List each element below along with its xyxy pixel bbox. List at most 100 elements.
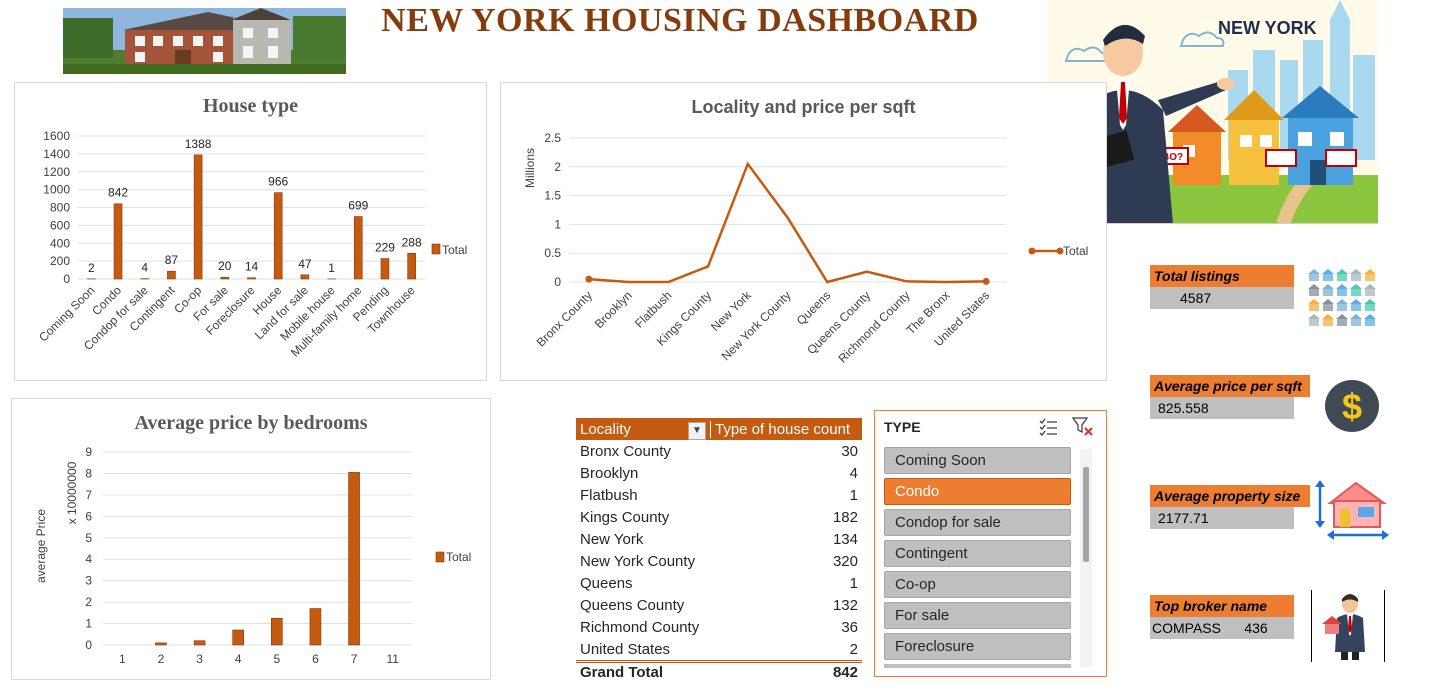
locality-pivot-table: Locality ▼ Type of house count Bronx Coun… <box>576 418 862 682</box>
bar <box>167 270 176 280</box>
x-tick-label: 2 <box>158 652 165 666</box>
pivot-locality-cell: Flatbush <box>580 486 638 504</box>
bar <box>271 617 283 646</box>
pivot-count-cell: 132 <box>832 596 858 614</box>
legend-marker <box>1028 247 1036 255</box>
bar <box>300 274 310 280</box>
slicer-item[interactable]: For sale <box>884 602 1071 629</box>
listings-grid-icon <box>1307 268 1379 330</box>
legend-marker <box>1056 247 1064 255</box>
kpi-avg-price-sqft-value: 825.558 <box>1150 397 1294 419</box>
locality-chart-panel: Locality and price per sqft 0 0.5 1 1.5 2 2.5… <box>500 82 1107 381</box>
x-tick-label: Brooklyn <box>592 288 635 331</box>
y-tick-label: 1000 <box>43 183 70 197</box>
slicer-item[interactable]: Co-op <box>884 571 1071 598</box>
kpi-avg-property-size-label: Average property size <box>1150 485 1310 507</box>
header-house-photo <box>63 8 346 74</box>
y-tick-label: 3 <box>85 574 92 588</box>
kpi-total-listings-value: 4587 <box>1150 287 1294 309</box>
x-tick-label: 7 <box>351 652 358 666</box>
y-tick-label: 200 <box>50 254 70 268</box>
y-tick-label: 1200 <box>43 165 70 179</box>
dollar-coin-icon: $ <box>1324 379 1380 433</box>
multi-select-icon[interactable] <box>1038 418 1058 436</box>
slicer-next-item-peek <box>884 664 1071 668</box>
clear-filter-icon[interactable] <box>1071 417 1094 437</box>
y-tick-label: 600 <box>50 218 70 232</box>
pivot-locality-cell: New York <box>580 530 644 548</box>
y-tick-label: 0 <box>63 272 70 286</box>
pivot-count-cell: 182 <box>832 508 858 526</box>
pivot-locality-cell: Kings County <box>580 508 670 526</box>
locality-chart: 0 0.5 1 1.5 2 2.5 Millions Bronx CountyBrooklyn… <box>523 131 1088 366</box>
slicer-item[interactable]: Condo <box>884 478 1071 505</box>
slicer-item[interactable]: Foreclosure <box>884 633 1071 660</box>
locality-chart-title: Locality and price per sqft <box>691 97 916 117</box>
data-label: 229 <box>375 241 395 255</box>
pivot-row: Queens County 132 <box>576 594 862 616</box>
series-line <box>588 161 987 284</box>
bar <box>407 252 416 280</box>
pivot-count-cell: 4 <box>849 464 858 482</box>
kpi-avg-property-size-value: 2177.71 <box>1150 507 1294 529</box>
bar <box>193 640 206 646</box>
bar <box>193 154 203 280</box>
data-label: 1 <box>328 261 335 275</box>
bar <box>353 216 363 280</box>
x-tick-label: 3 <box>196 652 203 666</box>
line-marker <box>585 275 593 283</box>
pivot-filter-dropdown[interactable]: ▼ <box>688 421 706 440</box>
promo-badge-text: NEW YORK <box>1218 18 1317 38</box>
data-label: 20 <box>218 259 232 273</box>
y-tick-label: 2 <box>554 160 561 174</box>
y-tick-label: 5 <box>85 531 92 545</box>
pivot-count-cell: 30 <box>841 442 858 460</box>
line-marker <box>982 277 990 285</box>
y-tick-label: 1.5 <box>544 189 561 203</box>
svg-text:$: $ <box>1342 386 1362 427</box>
pivot-locality-cell: Richmond County <box>580 618 700 636</box>
kpi-top-broker-label: Top broker name <box>1150 595 1294 617</box>
pivot-row: New York County 320 <box>576 550 862 572</box>
bar <box>232 629 244 646</box>
x-tick-label: Bronx County <box>534 288 595 349</box>
data-label: 1388 <box>185 137 212 151</box>
dashboard-title: NEW YORK HOUSING DASHBOARD <box>381 2 979 39</box>
house-type-chart-title: House type <box>203 95 298 117</box>
slicer-item[interactable]: Condop for sale <box>884 509 1071 536</box>
bar <box>155 642 167 646</box>
slicer-scrollbar[interactable] <box>1083 467 1089 562</box>
legend-label: Total <box>446 550 471 564</box>
slicer-item[interactable]: Coming Soon <box>884 447 1071 474</box>
pivot-total-value: 842 <box>832 664 858 681</box>
data-label: 842 <box>108 186 128 200</box>
legend-label: Total <box>1063 244 1088 258</box>
x-tick-label: 4 <box>235 652 242 666</box>
type-slicer: TYPE Coming Soon Condo Condop for sale Cont… <box>874 410 1107 677</box>
broker-avatar-icon <box>1311 590 1385 662</box>
x-tick-label: 1 <box>119 652 126 666</box>
data-label: 699 <box>348 199 368 213</box>
pivot-row: New York 134 <box>576 528 862 550</box>
pivot-row: Kings County 182 <box>576 506 862 528</box>
pivot-count-cell: 320 <box>832 552 858 570</box>
pivot-col-count: Type of house count <box>710 420 862 438</box>
pivot-locality-cell: Brooklyn <box>580 464 639 482</box>
x-tick-label: 6 <box>312 652 319 666</box>
bar <box>348 472 360 646</box>
pivot-count-cell: 36 <box>841 618 858 636</box>
pivot-row: Queens 1 <box>576 572 862 594</box>
y-tick-label: 1600 <box>43 129 70 143</box>
data-label: 4 <box>141 261 148 275</box>
y-tick-label: 0 <box>85 638 92 652</box>
legend-swatch <box>435 551 445 563</box>
pivot-locality-cell: Bronx County <box>580 442 671 460</box>
pivot-grand-total-row: Grand Total 842 <box>576 660 862 682</box>
kpi-top-broker-value: COMPASS 436 <box>1150 617 1294 639</box>
pivot-row: United States 2 <box>576 638 862 660</box>
property-size-icon <box>1312 479 1390 541</box>
slicer-item[interactable]: Contingent <box>884 540 1071 567</box>
pivot-col-locality: Locality <box>580 420 631 438</box>
data-label: 966 <box>268 175 288 189</box>
